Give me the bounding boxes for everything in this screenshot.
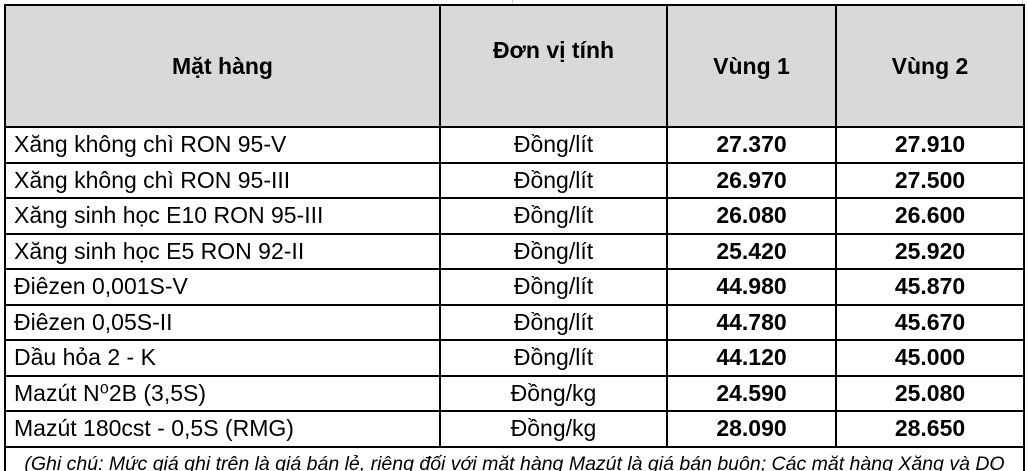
column-header-region1: Vùng 1	[666, 4, 837, 128]
table-row: Xăng không chì RON 95-III Đồng/lít 26.97…	[4, 161, 1025, 199]
region1-price-cell: 44.980	[666, 268, 837, 306]
unit-cell: Đồng/lít	[439, 161, 668, 199]
column-header-unit: Đơn vị tính	[439, 4, 668, 128]
region1-price-cell: 44.780	[666, 303, 837, 341]
region2-price-cell: 25.920	[835, 232, 1025, 270]
region1-price-cell: 24.590	[666, 374, 837, 412]
table-row: Điêzen 0,05S-II Đồng/lít 44.780 45.670	[4, 303, 1025, 341]
sheet-gridline	[512, 0, 513, 4]
unit-cell: Đồng/lít	[439, 303, 668, 341]
column-header-product: Mặt hàng	[4, 4, 441, 128]
header-row: Mặt hàng Đơn vị tính Vùng 1 Vùng 2	[4, 4, 1025, 128]
product-name-cell: Điêzen 0,05S-II	[4, 303, 441, 341]
product-name-cell: Xăng không chì RON 95-III	[4, 161, 441, 199]
region2-price-cell: 25.080	[835, 374, 1025, 412]
unit-cell: Đồng/lít	[439, 268, 668, 306]
region2-price-cell: 27.500	[835, 161, 1025, 199]
fuel-price-table: Mặt hàng Đơn vị tính Vùng 1 Vùng 2 Xăng …	[4, 4, 1025, 471]
table-row: Xăng không chì RON 95-V Đồng/lít 27.370 …	[4, 126, 1025, 164]
sheet-gridline	[1022, 0, 1023, 4]
column-header-region2: Vùng 2	[835, 4, 1025, 128]
product-name-cell: Điêzen 0,001S-V	[4, 268, 441, 306]
unit-cell: Đồng/kg	[439, 410, 668, 448]
region1-price-cell: 25.420	[666, 232, 837, 270]
table-row: Dầu hỏa 2 - K Đồng/lít 44.120 45.000	[4, 339, 1025, 377]
table-row: Mazút 180cst - 0,5S (RMG) Đồng/kg 28.090…	[4, 410, 1025, 448]
product-name-cell: Mazút N⁰2B (3,5S)	[4, 374, 441, 412]
unit-cell: Đồng/kg	[439, 374, 668, 412]
table-note: (Ghi chú: Mức giá ghi trên là giá bán lẻ…	[4, 445, 1025, 471]
region1-price-cell: 26.970	[666, 161, 837, 199]
region2-price-cell: 45.670	[835, 303, 1025, 341]
table-row: Xăng sinh học E5 RON 92-II Đồng/lít 25.4…	[4, 232, 1025, 270]
unit-cell: Đồng/lít	[439, 339, 668, 377]
unit-cell: Đồng/lít	[439, 126, 668, 164]
region2-price-cell: 26.600	[835, 197, 1025, 235]
region2-price-cell: 45.870	[835, 268, 1025, 306]
product-name-cell: Dầu hỏa 2 - K	[4, 339, 441, 377]
product-name-cell: Xăng sinh học E10 RON 95-III	[4, 197, 441, 235]
product-name-cell: Xăng không chì RON 95-V	[4, 126, 441, 164]
note-row: (Ghi chú: Mức giá ghi trên là giá bán lẻ…	[4, 445, 1025, 471]
table-row: Mazút N⁰2B (3,5S) Đồng/kg 24.590 25.080	[4, 374, 1025, 412]
region1-price-cell: 27.370	[666, 126, 837, 164]
region2-price-cell: 27.910	[835, 126, 1025, 164]
unit-cell: Đồng/lít	[439, 197, 668, 235]
region1-price-cell: 28.090	[666, 410, 837, 448]
table-row: Xăng sinh học E10 RON 95-III Đồng/lít 26…	[4, 197, 1025, 235]
region1-price-cell: 44.120	[666, 339, 837, 377]
product-name-cell: Xăng sinh học E5 RON 92-II	[4, 232, 441, 270]
product-name-cell: Mazút 180cst - 0,5S (RMG)	[4, 410, 441, 448]
unit-cell: Đồng/lít	[439, 232, 668, 270]
table-row: Điêzen 0,001S-V Đồng/lít 44.980 45.870	[4, 268, 1025, 306]
region2-price-cell: 45.000	[835, 339, 1025, 377]
region2-price-cell: 28.650	[835, 410, 1025, 448]
region1-price-cell: 26.080	[666, 197, 837, 235]
